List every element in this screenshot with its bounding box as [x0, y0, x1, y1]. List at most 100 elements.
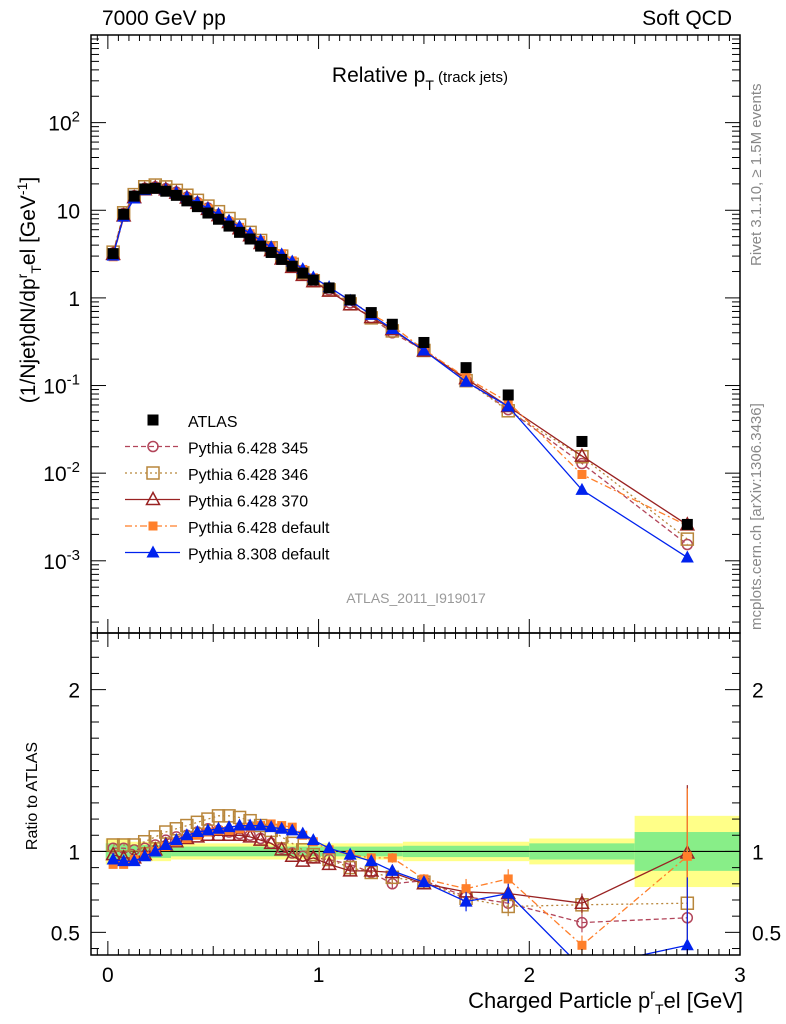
main-point-s0-27	[576, 457, 588, 470]
legend-label-0: ATLAS	[188, 414, 238, 431]
ratio-point-s4-16	[275, 821, 289, 834]
ratio-series-4	[106, 818, 694, 973]
x-tick-label-2: 2	[523, 964, 535, 987]
ratio-tick-label-right-2: 2	[752, 680, 764, 703]
y-tick-label-2: 10-1	[43, 372, 80, 399]
ratio-point-s4-1	[117, 854, 131, 867]
legend-marker-4	[148, 521, 158, 531]
ratio-point-s2-15	[263, 834, 279, 850]
ratio-tick-label-left-0: 0.5	[51, 922, 80, 945]
ratio-point-s4-8	[190, 825, 204, 838]
legend-marker-1	[147, 440, 159, 453]
atlas-point-23	[386, 318, 398, 330]
ratio-point-s4-27	[575, 961, 588, 973]
header-left: 7000 GeV pp	[102, 7, 226, 30]
x-tick-label-1: 1	[313, 964, 325, 987]
legend-marker-5	[146, 545, 160, 558]
ratio-point-s3-28	[682, 851, 692, 861]
ratio-point-s2-18	[295, 852, 311, 867]
ratio-point-s4-2	[127, 854, 141, 867]
ratio-series-line-1	[113, 815, 688, 908]
ratio-point-s3-26	[503, 874, 513, 884]
legend-marker-3	[145, 490, 161, 506]
atlas-point-5	[160, 185, 172, 197]
atlas-point-4	[149, 182, 161, 194]
ratio-point-s1-0	[106, 838, 120, 852]
atlas-point-14	[255, 240, 267, 252]
atlas-point-2	[128, 190, 140, 202]
atlas-point-16	[276, 253, 288, 265]
ratio-point-s3-25	[461, 884, 471, 894]
atlas-point-26	[502, 389, 514, 401]
atlas-point-10	[212, 213, 224, 225]
y-tick-label-4: 10	[57, 200, 80, 223]
atlas-point-22	[365, 307, 377, 319]
main-point-s4-27	[575, 482, 589, 495]
ratio-panel-frame	[90, 632, 741, 956]
chart-title: Relative pT (track jets)	[332, 64, 508, 93]
legend-marker-0	[147, 414, 159, 426]
ratio-point-s2-16	[273, 841, 290, 856]
x-axis-label: Charged Particle prTel [GeV]	[468, 986, 743, 1017]
y-tick-label-1: 10-2	[43, 459, 80, 486]
main-point-s3-27	[577, 469, 587, 479]
ratio-point-s4-13	[243, 818, 257, 831]
ratio-series-3	[108, 788, 692, 955]
atlas-point-27	[576, 435, 588, 447]
ratio-point-s4-3	[138, 849, 152, 862]
y-axis-ticks-ratio	[91, 640, 740, 950]
legend-label-1: Pythia 6.428 345	[188, 441, 308, 458]
atlas-point-1	[118, 208, 130, 220]
ratio-point-s4-14	[254, 818, 268, 831]
ratio-point-s3-27	[577, 940, 587, 950]
atlas-point-8	[191, 201, 203, 213]
atlas-data-series	[107, 182, 693, 530]
analysis-id-label: ATLAS_2011_I919017	[346, 590, 486, 606]
ratio-point-s4-17	[285, 823, 299, 836]
main-point-s4-26	[501, 399, 515, 412]
ratio-point-s4-12	[233, 818, 247, 831]
ratio-point-s2-17	[284, 847, 300, 863]
ratio-point-s4-25	[459, 894, 473, 907]
main-point-s2-27	[574, 447, 590, 462]
atlas-point-20	[323, 282, 335, 294]
legend-label-5: Pythia 8.308 default	[188, 547, 330, 564]
header-right: Soft QCD	[642, 7, 732, 30]
atlas-point-24	[418, 336, 430, 348]
atlas-point-28	[681, 518, 693, 530]
main-series-line-0	[112, 186, 688, 546]
ratio-point-s2-12	[231, 826, 248, 842]
ratio-point-s2-21	[342, 862, 358, 877]
ratio-point-s2-13	[242, 828, 258, 843]
ratio-point-s4-7	[180, 828, 194, 841]
ratio-point-s4-11	[222, 820, 236, 833]
ratio-point-s4-0	[106, 852, 120, 865]
x-tick-label-3: 3	[734, 964, 746, 987]
ratio-tick-label-left-1: 1	[68, 841, 80, 864]
ratio-tick-label-left-2: 2	[68, 680, 80, 703]
atlas-point-0	[107, 248, 119, 260]
main-series-1	[106, 178, 695, 546]
ratio-point-s4-18	[296, 826, 310, 839]
atlas-point-11	[223, 220, 235, 232]
ratio-point-s4-19	[306, 833, 320, 846]
atlas-point-19	[307, 274, 319, 286]
ratio-point-s4-20	[322, 841, 336, 854]
atlas-point-7	[181, 195, 193, 207]
ratio-point-s2-20	[321, 855, 337, 871]
legend-label-3: Pythia 6.428 370	[188, 494, 308, 511]
ratio-point-s2-19	[305, 849, 322, 864]
ratio-point-s4-21	[343, 847, 357, 860]
legend-label-4: Pythia 6.428 default	[188, 520, 330, 537]
main-point-s1-28	[680, 532, 695, 546]
ratio-point-s1-18	[296, 843, 310, 857]
ratio-point-s4-6	[169, 833, 183, 846]
y-axis-label: (1/Njet)dN/dprTel [GeV-1]	[14, 177, 44, 403]
ratio-point-s4-22	[364, 854, 378, 867]
atlas-point-6	[170, 189, 182, 201]
main-panel-frame	[90, 34, 741, 634]
y-axis-ticks-main	[91, 34, 740, 623]
y-tick-label-5: 102	[48, 109, 80, 136]
atlas-point-9	[202, 207, 214, 219]
ratio-point-s2-22	[363, 862, 380, 877]
